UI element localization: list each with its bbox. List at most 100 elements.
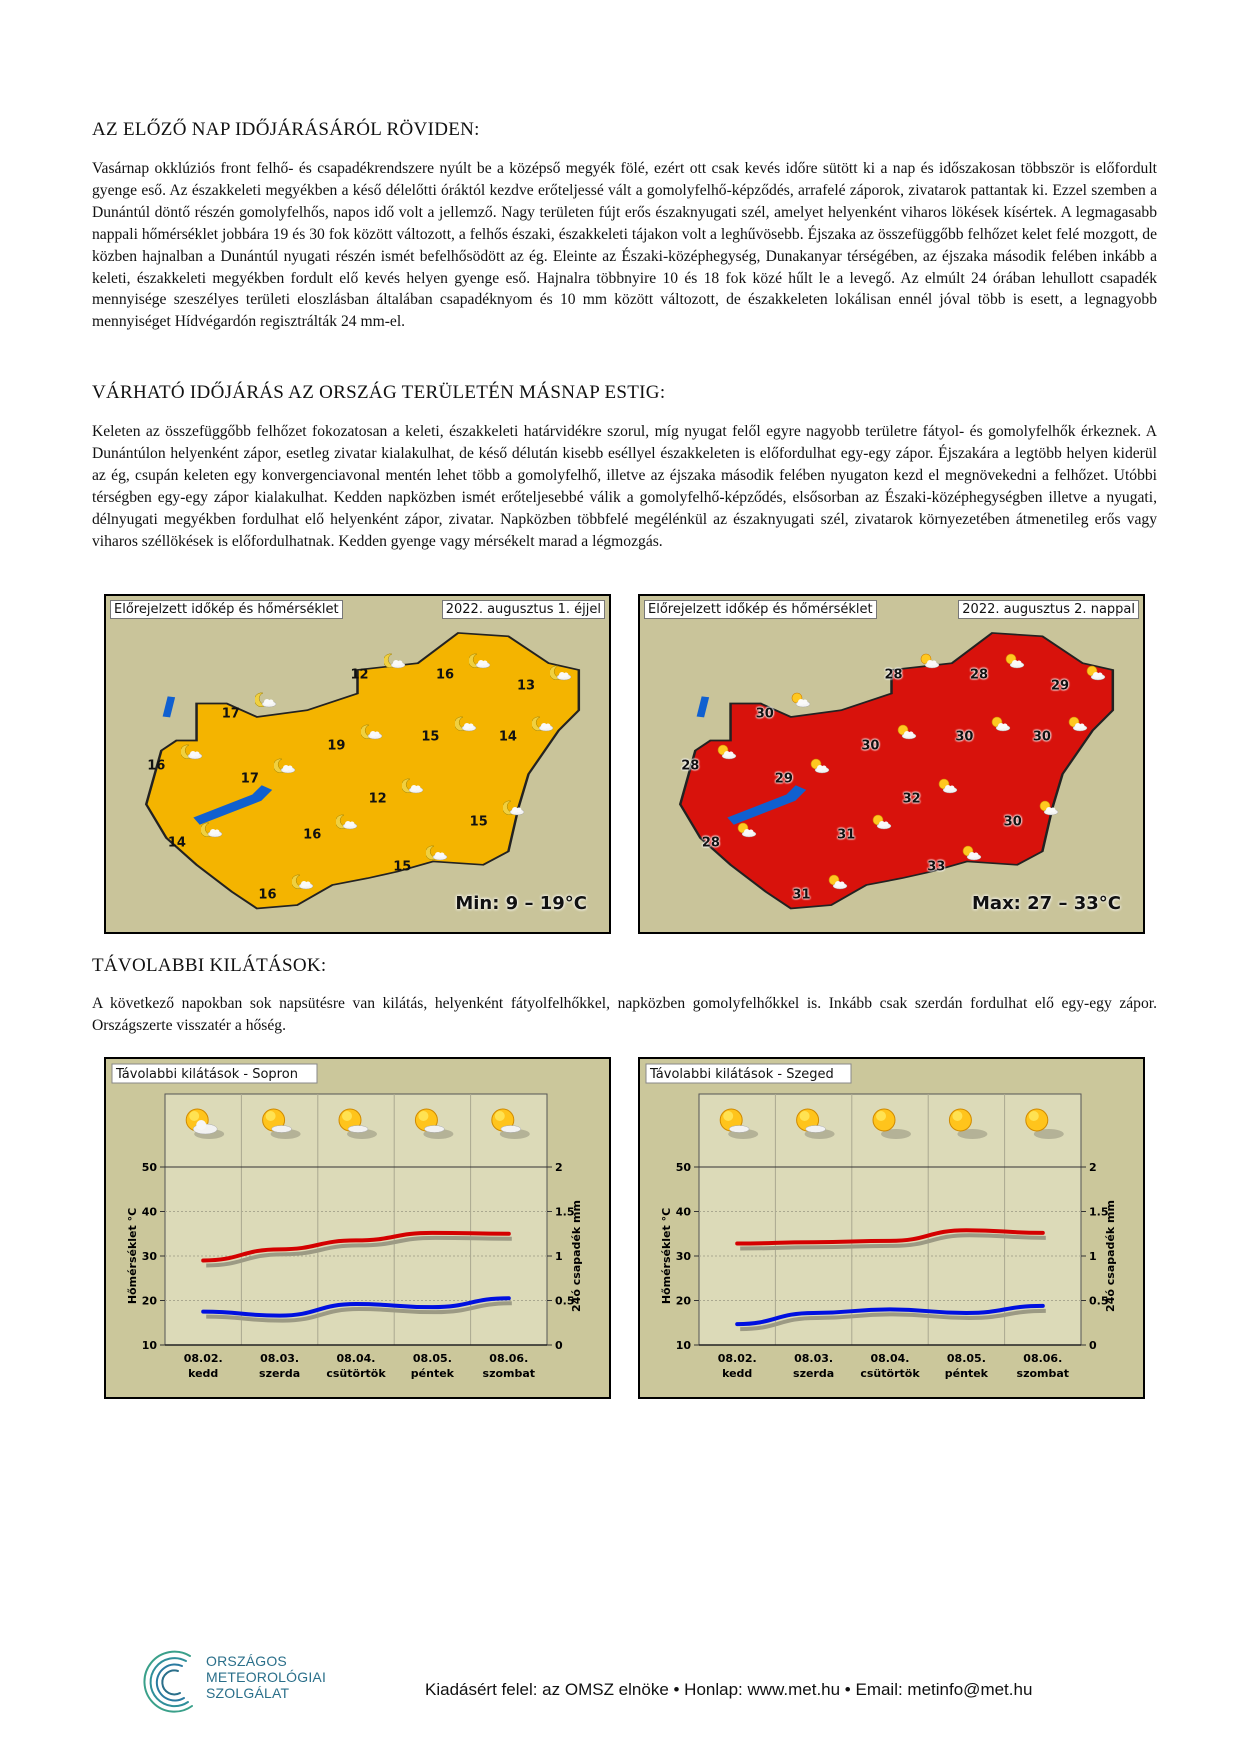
moon-cloud-icon — [425, 845, 448, 861]
chart-title: Távolabbi kilátások - Szeged — [649, 1067, 834, 1082]
y2-tick-label: 2 — [555, 1161, 563, 1174]
sun-cloud-icon — [715, 744, 737, 760]
series-min-line — [201, 1296, 511, 1318]
sun-cloud-icon — [808, 758, 830, 774]
moon-cloud-icon — [549, 665, 572, 681]
map-temperature-label: 29 — [774, 771, 793, 787]
x-tick-day-label: péntek — [945, 1367, 989, 1380]
moon-cloud-icon — [254, 692, 277, 708]
map-temperature-label: 30 — [955, 729, 974, 745]
x-tick-label: 08.06. — [489, 1352, 528, 1365]
sun-cloud-light-icon — [262, 1108, 301, 1139]
chart-svg: Távolabbi kilátások - Szeged 10 0 20 0.5 30 1 4… — [645, 1063, 1117, 1380]
y2-tick-label: 2 — [1089, 1161, 1097, 1174]
sun-icon — [1025, 1108, 1064, 1139]
y2-axis-label: 24ó csapadék mm — [1104, 1200, 1117, 1312]
map-temperature-label: 17 — [221, 706, 240, 722]
map-temperature-label: 30 — [755, 706, 774, 722]
x-tick-label: 08.05. — [413, 1352, 452, 1365]
map-date: 2022. augusztus 1. éjjel — [441, 600, 605, 619]
series-min-shadow — [740, 1308, 1046, 1332]
map-temperature-label: 16 — [258, 887, 277, 903]
x-tick-day-label: szombat — [1017, 1367, 1070, 1380]
series-max-shadow — [206, 1235, 512, 1268]
moon-cloud-icon — [400, 778, 424, 794]
series-max-shadow — [740, 1233, 1046, 1251]
y-tick-label: 50 — [142, 1161, 158, 1174]
y2-axis-label: 24ó csapadék mm — [570, 1200, 583, 1312]
y2-tick-label: 0.5 — [1089, 1295, 1109, 1308]
moon-cloud-icon — [531, 716, 554, 732]
series-min-line — [735, 1303, 1045, 1327]
map-temperature-label: 30 — [861, 738, 880, 754]
map-temperature-range: Max: 27 – 33°C — [972, 893, 1121, 914]
section-text-previous-day: Vasárnap okklúziós front felhő- és csapa… — [92, 160, 1157, 331]
chart-title-box — [111, 1063, 318, 1084]
series-min-shadow — [206, 1301, 512, 1323]
x-tick-day-label: szerda — [793, 1367, 834, 1380]
x-tick-day-label: csütörtök — [326, 1367, 386, 1380]
map-temperature-label: 17 — [240, 771, 259, 787]
outlook-chart-szeged: Távolabbi kilátások - Szeged 10 0 20 0.5 30 1 4… — [638, 1057, 1145, 1399]
map-temperature-label: 31 — [837, 827, 856, 843]
hungary-map-shape — [678, 632, 1115, 910]
sun-cloud-icon — [185, 1108, 225, 1139]
map-date: 2022. augusztus 2. nappal — [958, 600, 1139, 619]
section-text-outlook: A következő napokban sok napsütésre van … — [92, 995, 1157, 1034]
y-axis-label: Hőmérséklet °C — [126, 1208, 139, 1304]
map-temperature-label: 16 — [147, 758, 166, 774]
x-tick-label: 08.03. — [794, 1352, 833, 1365]
moon-cloud-icon — [359, 724, 383, 740]
sun-cloud-icon — [895, 724, 917, 740]
map-temperature-label: 32 — [902, 791, 921, 807]
map-temperature-label: 19 — [327, 738, 346, 754]
map-temperature-label: 29 — [1050, 678, 1070, 694]
sun-cloud-icon — [1084, 665, 1106, 681]
moon-cloud-icon — [273, 758, 296, 774]
moon-cloud-icon — [468, 653, 491, 669]
map-temperature-label: 15 — [421, 729, 440, 745]
section-heading-forecast: VÁRHATÓ IDŐJÁRÁS AZ ORSZÁG TERÜLETÉN MÁS… — [92, 382, 666, 403]
chart-title-box — [645, 1063, 852, 1084]
section-heading-outlook: TÁVOLABBI KILÁTÁSOK: — [92, 955, 327, 976]
map-temperature-label: 12 — [368, 791, 387, 807]
y-tick-label: 40 — [676, 1206, 692, 1219]
y-tick-label: 10 — [676, 1339, 692, 1352]
moon-cloud-icon — [502, 800, 525, 816]
y2-tick-label: 1.5 — [1089, 1206, 1109, 1219]
map-temperature-label: 16 — [435, 667, 455, 683]
chart-title: Távolabbi kilátások - Sopron — [115, 1067, 298, 1082]
sun-cloud-icon — [936, 778, 958, 794]
sun-cloud-icon — [1003, 653, 1025, 669]
omsz-logo: ORSZÁGOS METEOROLÓGIAI SZOLGÁLAT — [140, 1648, 340, 1716]
map-temperature-label: 15 — [393, 859, 412, 875]
omsz-logo-icon — [143, 1650, 193, 1713]
sun-cloud-light-icon — [719, 1108, 759, 1139]
sun-cloud-icon — [989, 716, 1011, 732]
section-heading-previous-day: AZ ELŐZŐ NAP IDŐJÁRÁSÁRÓL RÖVIDEN: — [92, 119, 480, 140]
sun-icon — [948, 1108, 988, 1139]
x-tick-day-label: szerda — [259, 1367, 300, 1380]
forecast-map-night: Előrejelzett időkép és hőmérséklet 2022.… — [104, 594, 611, 934]
moon-cloud-icon — [335, 814, 358, 830]
map-temperature-label: 28 — [969, 667, 989, 683]
map-temperature-label: 28 — [681, 758, 700, 774]
sun-icon — [872, 1108, 911, 1139]
map-temperature-label: 31 — [792, 887, 811, 903]
y2-tick-label: 0.5 — [555, 1295, 575, 1308]
map-temperature-label: 28 — [701, 835, 720, 851]
sun-cloud-icon — [789, 692, 811, 708]
x-tick-label: 08.04. — [337, 1352, 376, 1365]
sun-cloud-icon — [826, 874, 848, 890]
x-tick-day-label: péntek — [411, 1367, 455, 1380]
x-tick-label: 08.02. — [718, 1352, 757, 1365]
moon-cloud-icon — [290, 874, 314, 890]
y-axis-label: Hőmérséklet °C — [660, 1208, 673, 1304]
y-tick-label: 30 — [676, 1250, 692, 1263]
y2-tick-label: 1 — [1089, 1250, 1097, 1263]
x-tick-label: 08.04. — [871, 1352, 910, 1365]
map-temperature-label: 30 — [1003, 814, 1022, 830]
map-temperature-label: 14 — [498, 729, 517, 745]
map-temperature-label: 12 — [350, 667, 369, 683]
sun-cloud-light-icon — [414, 1108, 454, 1139]
